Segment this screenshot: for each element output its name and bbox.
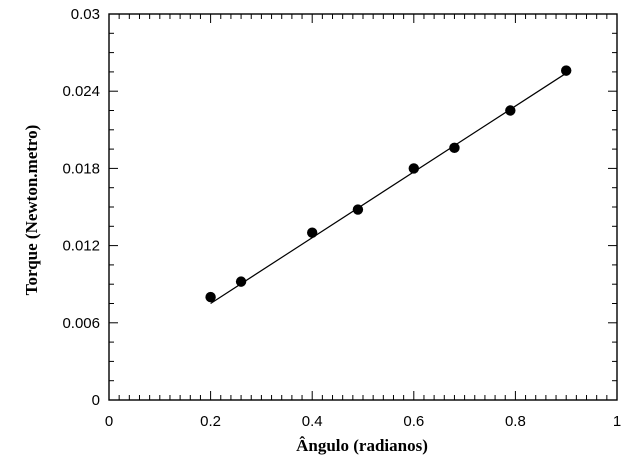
data-point (449, 142, 460, 154)
y-tick-label: 0.006 (62, 315, 100, 332)
plot-border (108, 13, 618, 401)
x-tick-label: 0 (105, 413, 113, 430)
y-tick-label: 0.018 (62, 160, 100, 177)
data-point (561, 65, 572, 76)
x-axis-title: Ângulo (radianos) (296, 436, 428, 455)
x-tick-label: 0.4 (302, 413, 323, 430)
y-tick-label: 0.03 (71, 6, 100, 23)
y-tick-label: 0 (92, 392, 100, 409)
x-tick-label: 0.6 (403, 413, 424, 430)
plot-frame (108, 13, 618, 401)
y-tick-labels: 0 0.006 0.012 0.018 0.024 0.03 (62, 6, 100, 409)
data-point (352, 204, 364, 215)
y-tick-label: 0.024 (62, 83, 100, 100)
data-point (408, 163, 419, 174)
data-point (505, 105, 516, 116)
data-points (205, 65, 572, 303)
x-tick-label: 0.8 (505, 413, 526, 430)
data-point (307, 227, 318, 238)
x-tick-labels: 0 0.2 0.4 0.6 0.8 1 (105, 413, 621, 430)
x-tick-label: 1 (613, 413, 621, 430)
y-axis-title: Torque (Newton.metro) (22, 125, 41, 296)
axis-ticks (108, 13, 618, 401)
data-point (205, 291, 216, 303)
y-tick-label: 0.012 (62, 238, 100, 255)
x-tick-label: 0.2 (200, 413, 221, 430)
data-point (235, 276, 247, 287)
